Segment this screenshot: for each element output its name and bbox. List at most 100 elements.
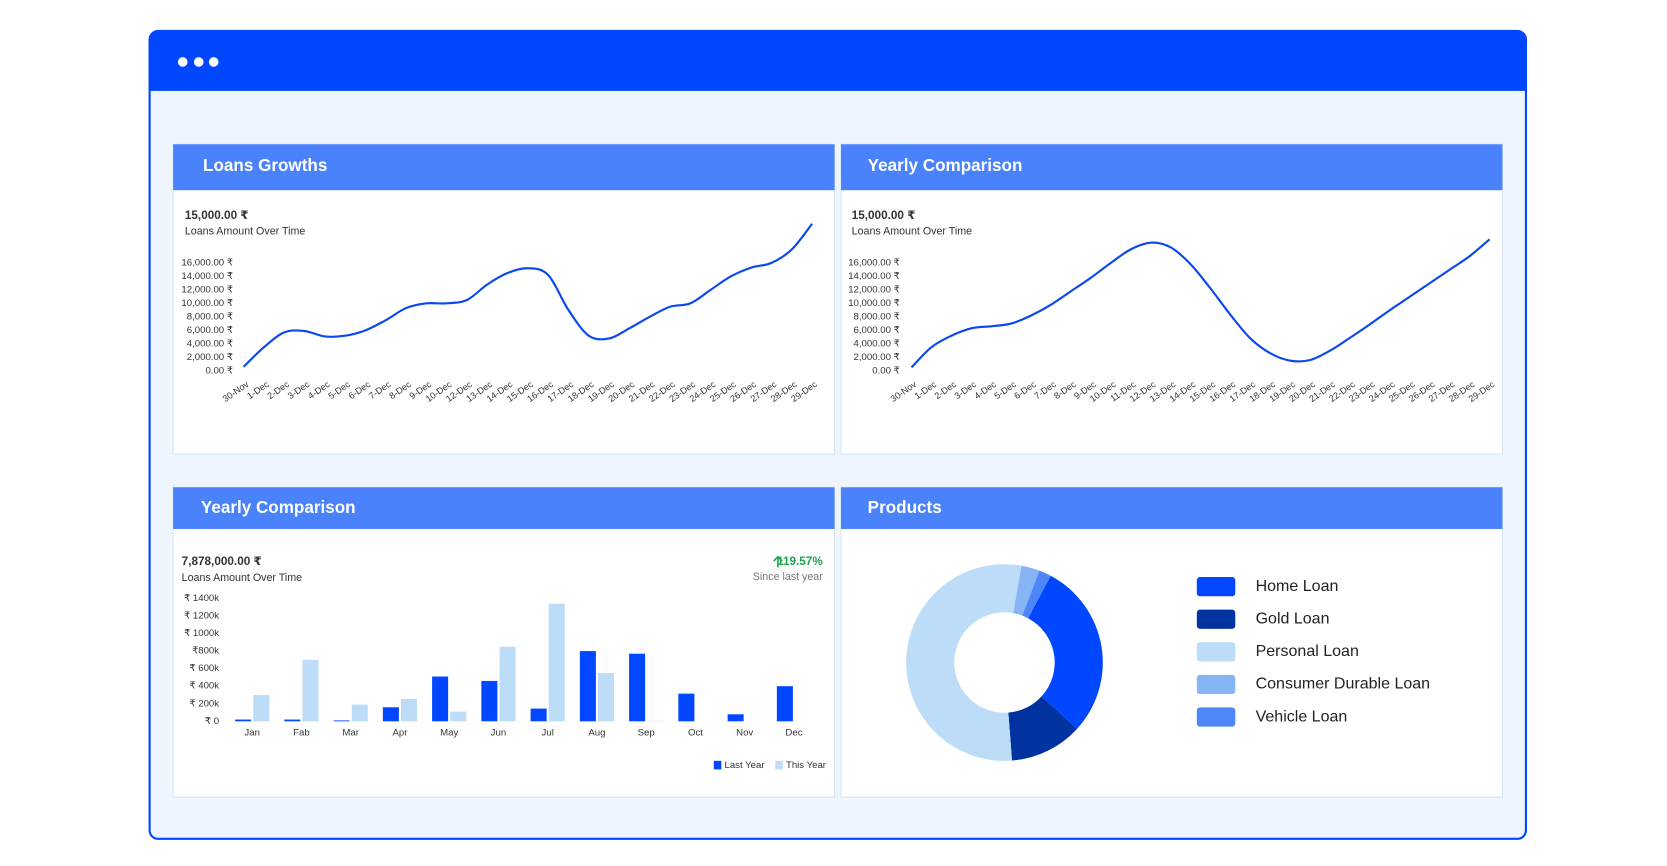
donut-segment (906, 564, 1022, 761)
panel-title: Loans Growths (203, 156, 327, 175)
legend-label: This Year (786, 760, 827, 771)
change-arrow (773, 555, 783, 568)
subtitle: Loans Amount Over Time (852, 226, 972, 238)
x-tick-label: Jun (491, 728, 506, 739)
window-dot (193, 57, 204, 67)
y-tick-label: ₹ 400k (189, 681, 219, 692)
window-dot (208, 57, 219, 67)
y-tick-label: ₹ 200k (189, 698, 219, 709)
y-tick-label: 4,000.00 ₹ (854, 338, 900, 349)
legend-swatch (1196, 707, 1236, 727)
bar (481, 680, 498, 722)
panel (172, 486, 836, 798)
headline: 15,000.00 ₹ (185, 209, 249, 222)
y-tick-label: 14,000.00 ₹ (181, 271, 233, 282)
x-tick-label: Dec (785, 728, 802, 739)
bar (678, 693, 695, 722)
donut-segment (1022, 570, 1051, 619)
line-series (910, 238, 1491, 369)
bar (450, 711, 467, 722)
donut-segment (1008, 696, 1078, 761)
bar (629, 653, 646, 722)
x-tick-label: Sep (638, 728, 655, 739)
bar (351, 704, 368, 722)
y-tick-label: 4,000.00 ₹ (187, 338, 233, 349)
legend-label: Gold Loan (1256, 609, 1330, 627)
y-tick-label: ₹800k (192, 646, 219, 657)
x-tick-label: Apr (392, 728, 408, 739)
bar (432, 676, 449, 722)
y-tick-label: 12,000.00 ₹ (848, 284, 900, 295)
legend-swatch (1196, 577, 1236, 597)
bar (284, 719, 301, 722)
legend-swatch (713, 760, 722, 770)
panel-title: Yearly Comparison (201, 498, 356, 517)
y-tick-label: 14,000.00 ₹ (848, 271, 900, 282)
y-tick-label: 0.00 ₹ (872, 365, 899, 376)
legend-label: Vehicle Loan (1256, 707, 1348, 725)
bar (499, 646, 516, 722)
legend-swatch (1196, 642, 1236, 662)
x-tick-label: Jul (542, 728, 554, 739)
bar (333, 720, 350, 722)
bar (401, 698, 418, 722)
y-tick-label: 16,000.00 ₹ (181, 257, 233, 268)
donut-segment (1013, 565, 1040, 616)
x-tick-label: Oct (688, 728, 703, 739)
bar (598, 673, 615, 722)
bar (235, 719, 252, 722)
y-tick-label: 6,000.00 ₹ (187, 325, 233, 336)
legend-swatch (775, 760, 783, 770)
bar (776, 686, 793, 722)
legend-label: Personal Loan (1256, 642, 1359, 660)
panel-title: Products (868, 498, 942, 517)
y-tick-label: ₹ 1200k (184, 611, 219, 622)
y-tick-label: ₹ 1400k (184, 593, 219, 604)
y-tick-label: 8,000.00 ₹ (187, 311, 233, 322)
window-titlebar (149, 30, 1526, 91)
window-dot (177, 57, 188, 67)
x-tick-label: Mar (342, 728, 359, 739)
y-tick-label: ₹ 600k (189, 663, 219, 674)
panel (172, 143, 836, 455)
bar (302, 659, 319, 722)
y-tick-label: 6,000.00 ₹ (854, 325, 900, 336)
panel (840, 143, 1503, 455)
bar (727, 714, 744, 722)
bar (253, 694, 270, 722)
y-tick-label: 0.00 ₹ (205, 365, 232, 376)
y-tick-label: 8,000.00 ₹ (854, 311, 900, 322)
y-tick-label: ₹ 1000k (184, 628, 219, 639)
change-value: 119.57% (777, 555, 823, 568)
x-tick-label: Aug (588, 728, 605, 739)
x-tick-label: Fab (293, 728, 310, 739)
bar (382, 707, 399, 722)
subtitle: Loans Amount Over Time (185, 226, 305, 238)
panel-header (840, 144, 1503, 191)
legend-label: Last Year (725, 760, 766, 771)
bar (579, 651, 596, 722)
y-tick-label: 12,000.00 ₹ (181, 284, 233, 295)
x-tick-label: Jan (244, 728, 259, 739)
legend-swatch (1196, 674, 1236, 695)
y-tick-label: 10,000.00 ₹ (848, 298, 900, 309)
y-tick-label: 2,000.00 ₹ (854, 352, 900, 363)
x-tick-label: Nov (736, 728, 753, 739)
line-series (242, 223, 813, 368)
legend-label: Consumer Durable Loan (1256, 675, 1430, 693)
legend-label: Home Loan (1256, 577, 1339, 595)
y-tick-label: 10,000.00 ₹ (181, 298, 233, 309)
bar (530, 708, 547, 722)
x-tick-label: May (440, 728, 458, 739)
headline: 15,000.00 ₹ (852, 209, 916, 222)
panel-title: Yearly Comparison (868, 156, 1023, 175)
change-note: Since last year (753, 571, 823, 583)
panel-header (840, 487, 1503, 529)
legend-swatch (1196, 609, 1236, 629)
panel-header (173, 144, 835, 191)
y-tick-label: 16,000.00 ₹ (848, 257, 900, 268)
y-tick-label: 2,000.00 ₹ (187, 352, 233, 363)
donut-segment (1028, 575, 1103, 729)
